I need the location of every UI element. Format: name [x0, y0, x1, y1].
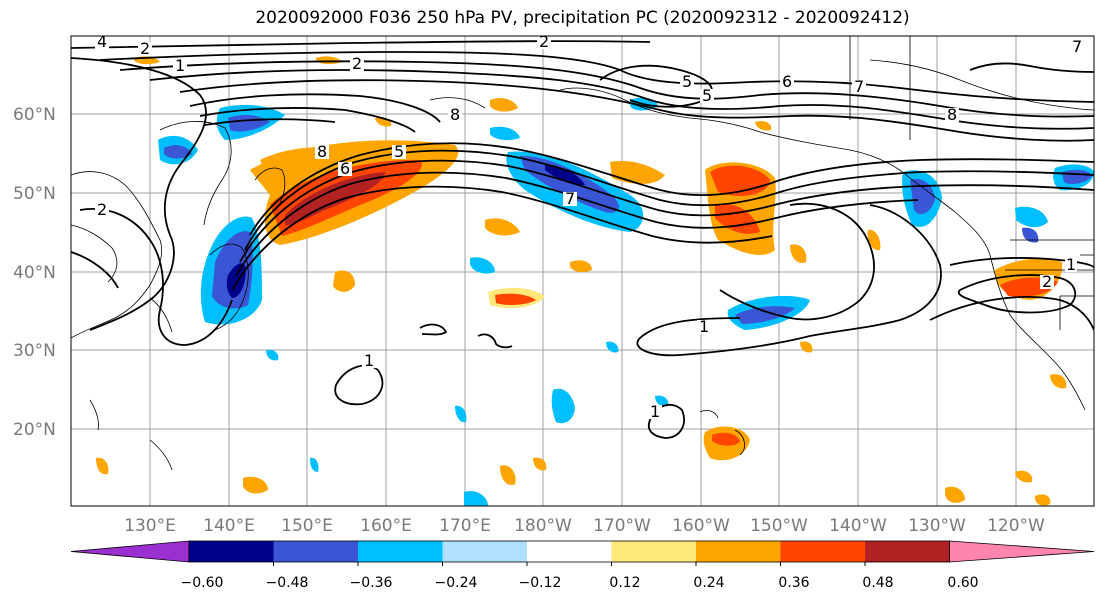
pv-contour [231, 185, 773, 291]
figure-title: 2020092000 F036 250 hPa PV, precipitatio… [255, 8, 910, 28]
pv-contour-label: 1 [175, 56, 185, 75]
lon-label: 160°E [360, 516, 412, 536]
colorbar-tick-label: 0.60 [947, 575, 978, 591]
pv-contour [647, 403, 685, 439]
pv-contour-label: 6 [782, 72, 792, 91]
pv-contour [244, 149, 1094, 251]
pv-contour [99, 51, 1094, 103]
colorbar-tick-label: 0.24 [693, 575, 724, 591]
pv-contour-label: 5 [394, 142, 404, 161]
lon-label: 120°W [987, 516, 1045, 536]
pv-contour-label: 5 [682, 72, 692, 91]
lon-label: 130°W [908, 516, 966, 536]
colorbar-tick-label: −0.24 [435, 575, 478, 591]
pv-contour-label: 4 [97, 32, 107, 51]
pv-contour [719, 202, 875, 321]
pv-contour-label: 2 [539, 32, 549, 51]
longitude-labels: 130°E 140°E 150°E 160°E 170°E 180°W 170°… [124, 516, 1045, 536]
lat-label: 30°N [13, 341, 56, 361]
pv-contour-label: 7 [565, 189, 575, 208]
pv-contour [419, 323, 448, 336]
pv-contour-label: 2 [140, 39, 150, 58]
coastlines [71, 36, 1094, 471]
pv-contour [636, 204, 942, 357]
pv-contour [929, 296, 1094, 331]
lon-label: 130°E [124, 516, 176, 536]
colorbar-tick-label: −0.60 [181, 575, 224, 591]
colorbar-swatch [527, 541, 612, 562]
map-frame [70, 35, 1095, 507]
colorbar-swatch [611, 541, 696, 562]
lon-label: 150°W [750, 516, 808, 536]
pv-contour [119, 60, 1094, 118]
colorbar-swatch [273, 541, 358, 562]
pv-contour [249, 142, 1094, 236]
lat-label: 50°N [13, 184, 56, 204]
lat-label: 40°N [13, 263, 56, 283]
pv-contour-label: 1 [364, 351, 374, 370]
pv-contour [204, 118, 336, 126]
colorbar-extension-low [70, 540, 190, 563]
pv-contour [179, 79, 1094, 142]
colorbar-tick-label: 0.12 [609, 575, 640, 591]
colorbar-swatch [865, 541, 950, 562]
pv-contour [969, 62, 1094, 73]
pv-contour-label: 8 [947, 105, 957, 124]
lat-label: 60°N [13, 105, 56, 125]
colorbar-swatch [780, 541, 865, 562]
pv-contour [199, 107, 416, 133]
pv-contour [71, 251, 119, 289]
pv-contour [599, 64, 713, 108]
pv-contour-label: 1 [1066, 255, 1076, 274]
pv-contour-label: 6 [340, 159, 350, 178]
lon-label: 140°W [829, 516, 887, 536]
pv-contour [79, 208, 233, 346]
pv-contour [71, 40, 651, 49]
pv-contour [949, 257, 1094, 269]
colorbar-tick-label: 0.48 [862, 575, 893, 591]
lon-label: 150°E [281, 516, 333, 536]
pv-contour-label: 1 [650, 402, 660, 421]
pv-contour [477, 333, 513, 349]
colorbar-swatch [442, 541, 527, 562]
lon-label: 180°W [514, 516, 572, 536]
pv-contour-label: 2 [352, 54, 362, 73]
lon-label: 170°E [439, 516, 491, 536]
latitude-labels: 60°N 50°N 40°N 30°N 20°N [13, 105, 56, 440]
colorbar-tick-label: 0.36 [778, 575, 809, 591]
colorbar: −0.60 −0.48 −0.36 −0.24 −0.12 0.12 0.24 … [70, 540, 1095, 591]
colorbar-tick-label: −0.36 [350, 575, 393, 591]
pv-contour [189, 93, 441, 123]
colorbar-swatch [358, 541, 443, 562]
colorbar-frame [188, 540, 950, 563]
colorbar-tick-label: −0.12 [519, 575, 562, 591]
pv-contour [71, 57, 207, 331]
lon-label: 170°W [593, 516, 651, 536]
pv-contour-labels: 4 2 1 2 2 5 5 6 7 8 8 6 8 5 [95, 32, 1084, 421]
pv-contour-label: 7 [854, 77, 864, 96]
pv-contour-label: 7 [1072, 37, 1082, 56]
pv-contour-label: 8 [317, 142, 327, 161]
lat-label: 20°N [13, 420, 56, 440]
pv-contour-label: 2 [1042, 272, 1052, 291]
pv-contour-label: 8 [450, 105, 460, 124]
pv-contour-label: 1 [699, 317, 709, 336]
colorbar-swatch [696, 541, 781, 562]
colorbar-tick-label: −0.48 [266, 575, 309, 591]
pv-contour-label: 2 [97, 200, 107, 219]
lon-label: 160°W [672, 516, 730, 536]
colorbar-swatch [189, 541, 274, 562]
pv-contour [334, 364, 384, 406]
colorbar-extension-high [949, 540, 1095, 563]
pv-contour-label: 5 [702, 86, 712, 105]
lon-label: 140°E [203, 516, 255, 536]
